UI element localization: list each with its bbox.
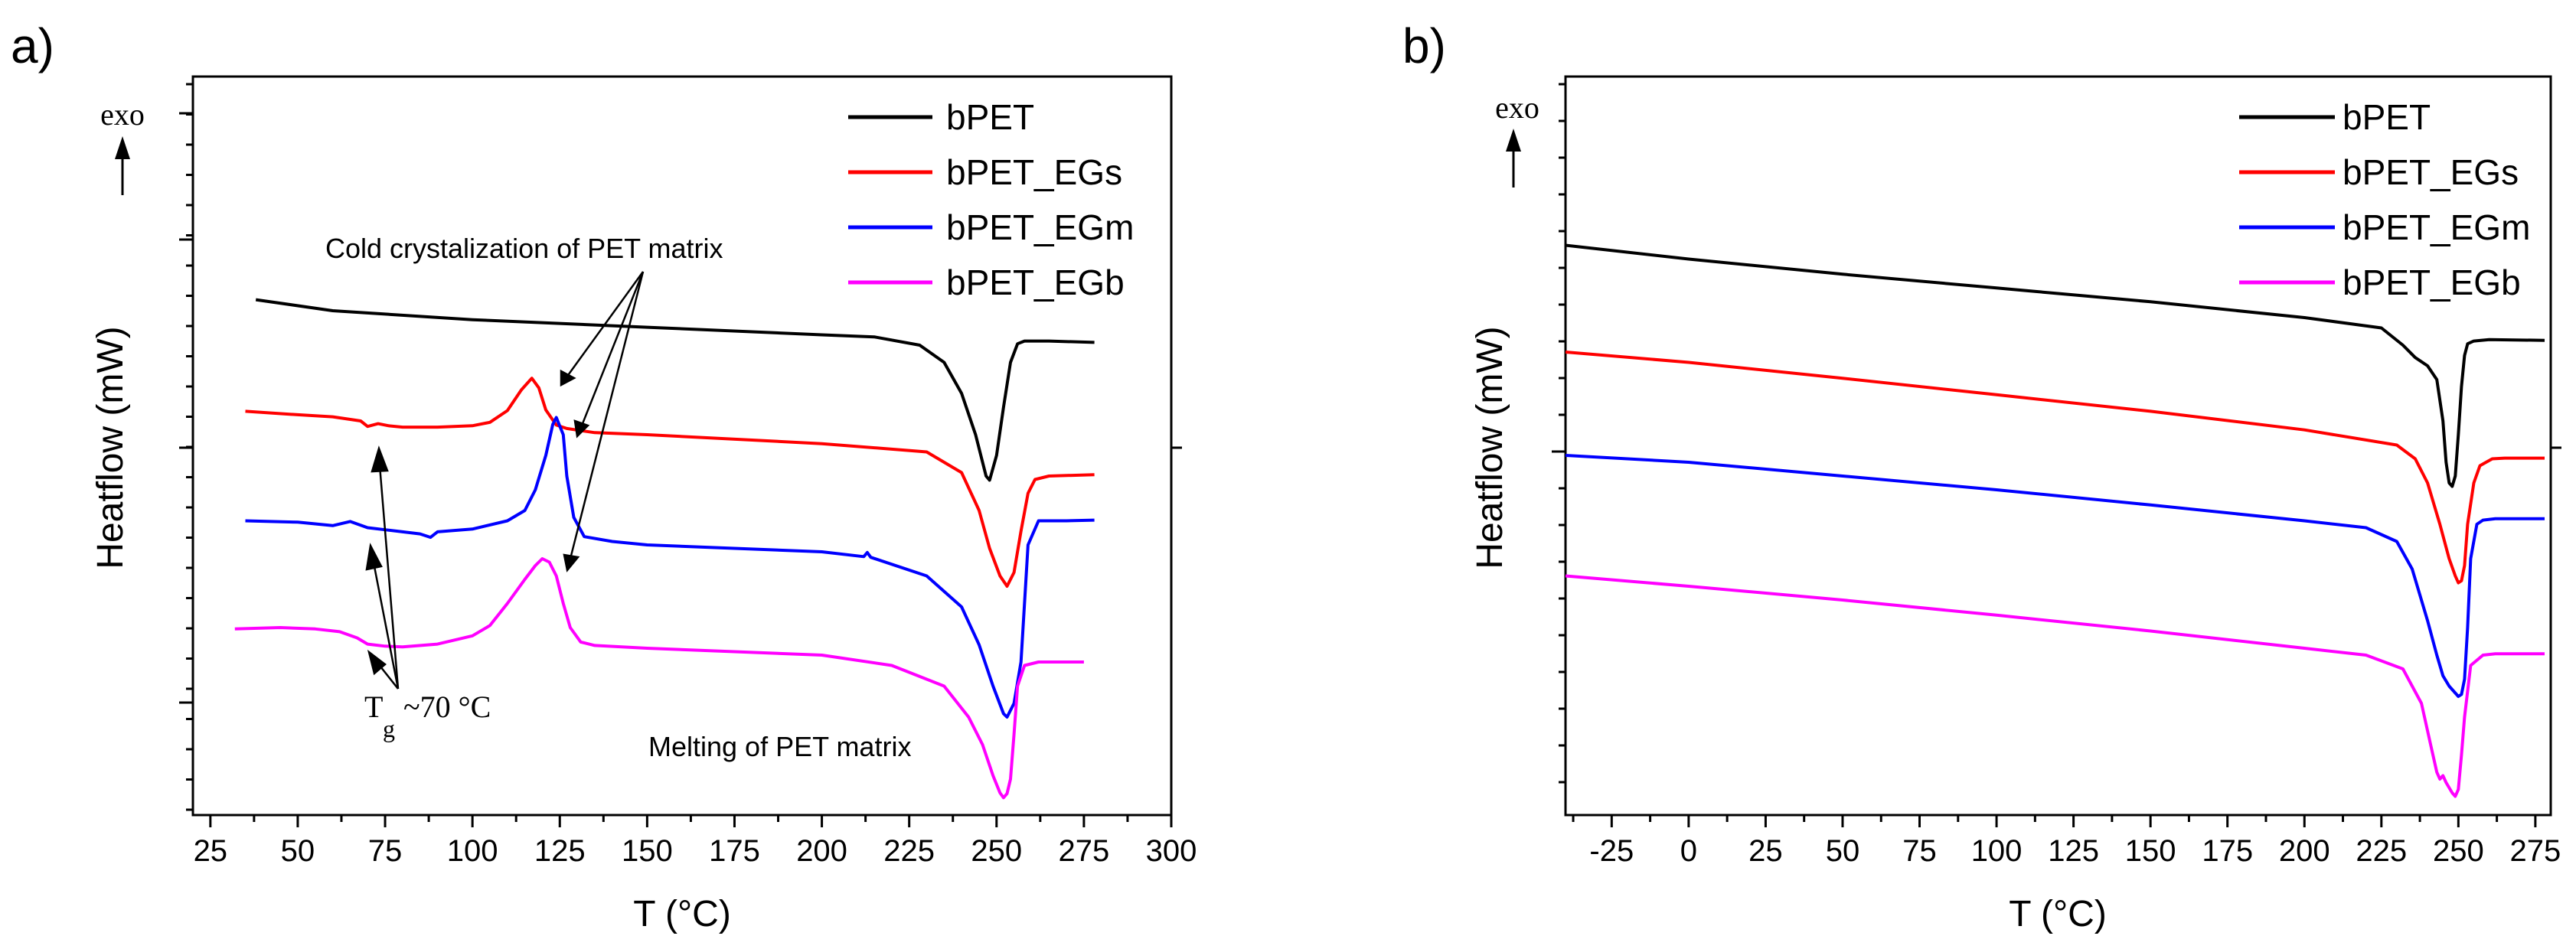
- annotation-tg-subscript: g: [383, 715, 395, 742]
- panel-b: b) -25 0 25 50 75 100 125 150 175 200 225 250 275 ex…: [1402, 18, 2561, 934]
- panel-b-y-ticks: [1552, 83, 2561, 784]
- annotation-melting: Melting of PET matrix: [648, 731, 911, 762]
- legend-label-bPET-EGs: bPET_EGs: [946, 152, 1122, 192]
- legend-label-bPET-EGs: bPET_EGs: [2343, 152, 2519, 192]
- panel-b-y-axis-label: Heatflow (mW): [1470, 326, 1510, 569]
- x-tick-label: 275: [2510, 834, 2561, 868]
- x-tick-label: 175: [2202, 834, 2253, 868]
- x-tick-label: 75: [368, 834, 403, 868]
- panel-b-plot-frame: [1564, 75, 2552, 817]
- x-tick-label: 100: [1971, 834, 2023, 868]
- panel-a-legend: bPET bPET_EGs bPET_EGm bPET_EGb: [848, 97, 1134, 302]
- legend-label-bPET: bPET: [946, 97, 1034, 137]
- panel-a-exo-arrowhead: [115, 136, 130, 159]
- panel-b-exo-label: exo: [1495, 90, 1539, 125]
- x-tick-label: 100: [447, 834, 498, 868]
- series-line-bPET-EGs: [245, 377, 1095, 588]
- x-tick-label: 75: [1902, 834, 1937, 868]
- series-line-bPET-EGb: [1565, 574, 2545, 798]
- panel-b-x-ticks: -25 0 25 50 75 100 125 150 175 200 225 250 275: [1572, 815, 2561, 868]
- x-tick-label: 125: [534, 834, 586, 868]
- series-line-bPET-EGm: [245, 416, 1095, 719]
- annotation-tg: T g ~70 °C: [364, 690, 491, 742]
- x-tick-label: -25: [1589, 834, 1634, 868]
- panel-b-label: b): [1402, 18, 1446, 73]
- x-tick-label: 300: [1146, 834, 1197, 868]
- panel-a: a) 25 50 75 100 125 150 175 200 225 250 275 300 exo…: [11, 18, 1197, 934]
- series-line-bPET-EGb: [234, 557, 1084, 800]
- x-tick-label: 250: [2433, 834, 2484, 868]
- panel-a-y-axis-label: Heatflow (mW): [90, 326, 131, 569]
- series-line-bPET: [1565, 243, 2545, 488]
- x-tick-label: 125: [2048, 834, 2099, 868]
- panel-b-exo-arrowhead: [1506, 129, 1521, 152]
- legend-label-bPET-EGb: bPET_EGb: [946, 263, 1125, 302]
- x-tick-label: 50: [281, 834, 315, 868]
- panel-a-exo-label: exo: [100, 97, 145, 132]
- x-tick-label: 175: [709, 834, 760, 868]
- panel-b-x-axis-label: T (°C): [2009, 894, 2107, 934]
- annotation-cold-crystallization-arrows: [560, 271, 645, 572]
- panel-a-x-ticks: 25 50 75 100 125 150 175 200 225 250 275 300: [194, 815, 1197, 868]
- panel-a-x-axis-label: T (°C): [633, 894, 731, 934]
- panel-a-label: a): [11, 18, 54, 73]
- series-line-bPET-EGm: [1565, 454, 2545, 698]
- panel-b-series: [1565, 243, 2545, 798]
- annotation-cold-crystallization: Cold crystalization of PET matrix: [325, 233, 723, 264]
- x-tick-label: 150: [622, 834, 673, 868]
- legend-label-bPET-EGb: bPET_EGb: [2343, 263, 2521, 302]
- x-tick-label: 225: [2356, 834, 2407, 868]
- annotation-tg-symbol: T: [364, 690, 383, 724]
- x-tick-label: 250: [971, 834, 1022, 868]
- annotation-tg-arrows: [365, 445, 400, 690]
- legend-label-bPET-EGm: bPET_EGm: [946, 207, 1134, 247]
- x-tick-label: 50: [1826, 834, 1860, 868]
- x-tick-label: 25: [194, 834, 228, 868]
- x-tick-label: 275: [1059, 834, 1110, 868]
- x-tick-label: 200: [2279, 834, 2330, 868]
- annotation-tg-value: ~70 °C: [403, 690, 491, 724]
- panel-a-series: [234, 298, 1095, 800]
- x-tick-label: 25: [1748, 834, 1783, 868]
- legend-label-bPET-EGm: bPET_EGm: [2343, 207, 2530, 247]
- x-tick-label: 225: [883, 834, 935, 868]
- series-line-bPET-EGs: [1565, 351, 2545, 585]
- x-tick-label: 200: [796, 834, 847, 868]
- legend-label-bPET: bPET: [2343, 97, 2431, 137]
- panel-b-legend: bPET bPET_EGs bPET_EGm bPET_EGb: [2239, 97, 2530, 302]
- x-tick-label: 150: [2125, 834, 2176, 868]
- series-line-bPET: [255, 298, 1095, 482]
- panel-a-y-ticks: [179, 83, 1182, 811]
- x-tick-label: 0: [1680, 834, 1697, 868]
